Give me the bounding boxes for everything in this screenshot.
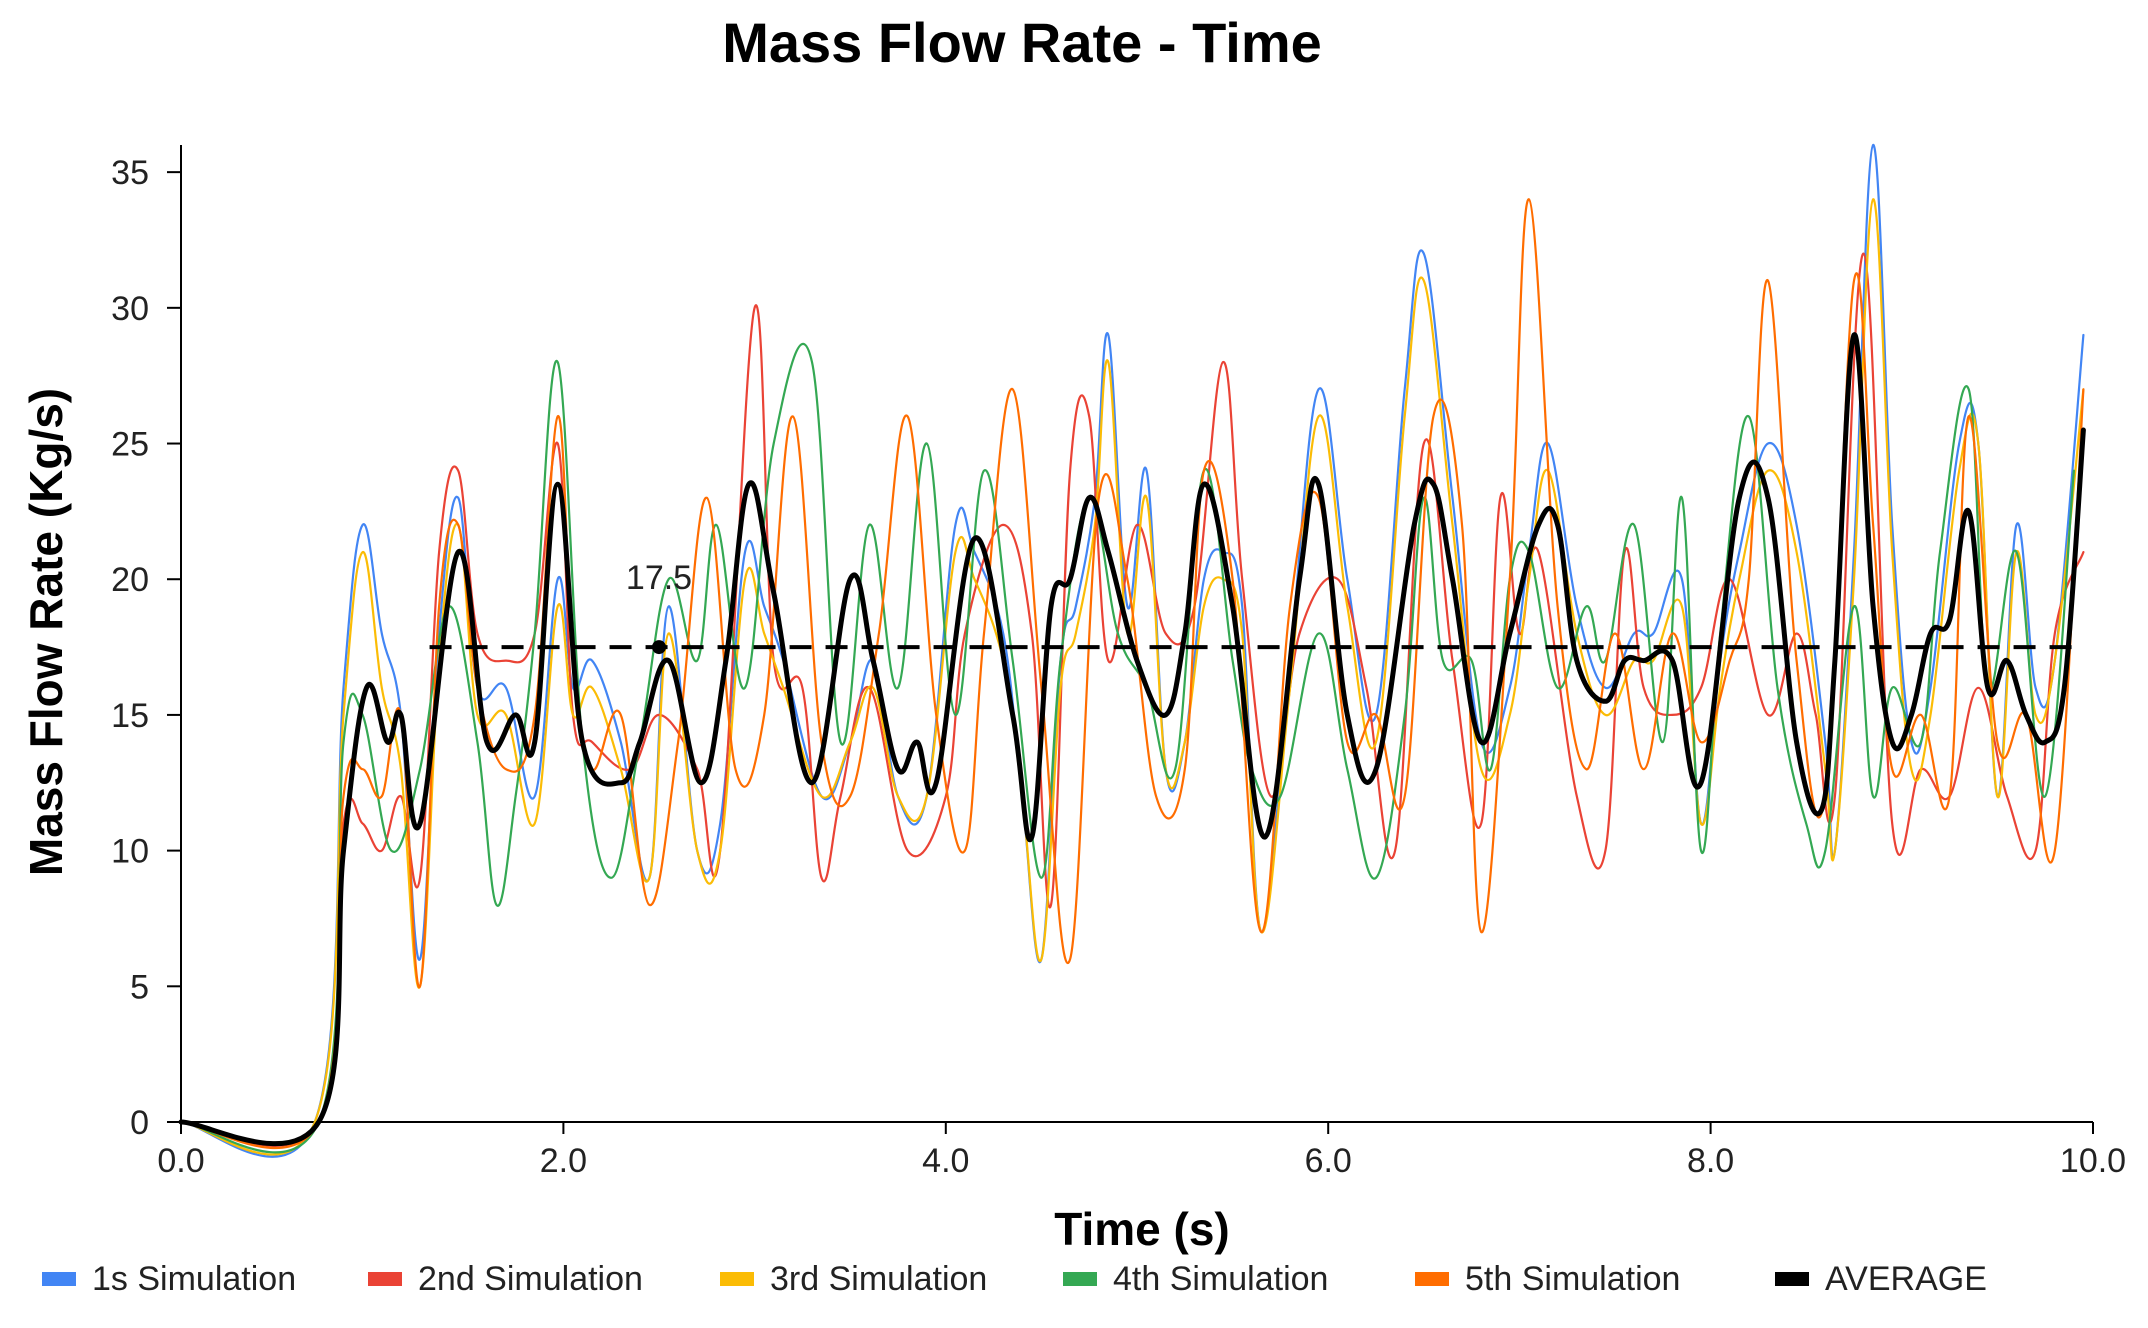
x-tick-label: 10.0 bbox=[2060, 1142, 2126, 1180]
legend-label: 2nd Simulation bbox=[418, 1260, 643, 1298]
legend-label: AVERAGE bbox=[1825, 1260, 1987, 1298]
legend-swatch bbox=[1063, 1272, 1097, 1286]
y-tick-label: 15 bbox=[111, 697, 149, 735]
x-tick-label: 0.0 bbox=[157, 1142, 204, 1180]
series-lines bbox=[178, 143, 2086, 1158]
x-tick-label: 8.0 bbox=[1687, 1142, 1734, 1180]
legend-label: 5th Simulation bbox=[1465, 1260, 1680, 1298]
legend-label: 4th Simulation bbox=[1113, 1260, 1328, 1298]
legend-swatch bbox=[1775, 1272, 1809, 1286]
reference-group: 17.5 bbox=[429, 559, 2074, 655]
y-tick-label: 5 bbox=[130, 968, 149, 1006]
y-tick-label: 35 bbox=[111, 154, 149, 192]
y-axis-label: Mass Flow Rate (Kg/s) bbox=[20, 388, 72, 876]
y-ticks: 0 5 10 15 20 25 30 35 bbox=[111, 154, 181, 1142]
series-line-2nd-simulation bbox=[179, 252, 2085, 1147]
legend-swatch bbox=[368, 1272, 402, 1286]
series-line-average bbox=[178, 332, 2086, 1147]
legend-swatch bbox=[1415, 1272, 1449, 1286]
chart-title: Mass Flow Rate - Time bbox=[722, 11, 1322, 74]
y-tick-label: 30 bbox=[111, 290, 149, 328]
y-tick-label: 0 bbox=[130, 1104, 149, 1142]
series-line-4th-simulation bbox=[179, 342, 2075, 1154]
legend-swatch bbox=[720, 1272, 754, 1286]
y-tick-label: 20 bbox=[111, 561, 149, 599]
legend-label: 3rd Simulation bbox=[770, 1260, 987, 1298]
legend-label: 1s Simulation bbox=[92, 1260, 296, 1298]
y-tick-label: 10 bbox=[111, 833, 149, 871]
x-tick-label: 2.0 bbox=[540, 1142, 587, 1180]
legend-swatch bbox=[42, 1272, 76, 1286]
reference-marker bbox=[652, 640, 666, 655]
x-axis-label: Time (s) bbox=[1054, 1203, 1230, 1255]
x-tick-label: 6.0 bbox=[1305, 1142, 1352, 1180]
x-ticks: 0.0 2.0 4.0 6.0 8.0 10.0 bbox=[157, 1122, 2126, 1180]
y-tick-label: 25 bbox=[111, 426, 149, 464]
x-tick-label: 4.0 bbox=[922, 1142, 969, 1180]
reference-label: 17.5 bbox=[626, 559, 692, 597]
legend: 1s Simulation 2nd Simulation 3rd Simulatio… bbox=[42, 1260, 1987, 1298]
